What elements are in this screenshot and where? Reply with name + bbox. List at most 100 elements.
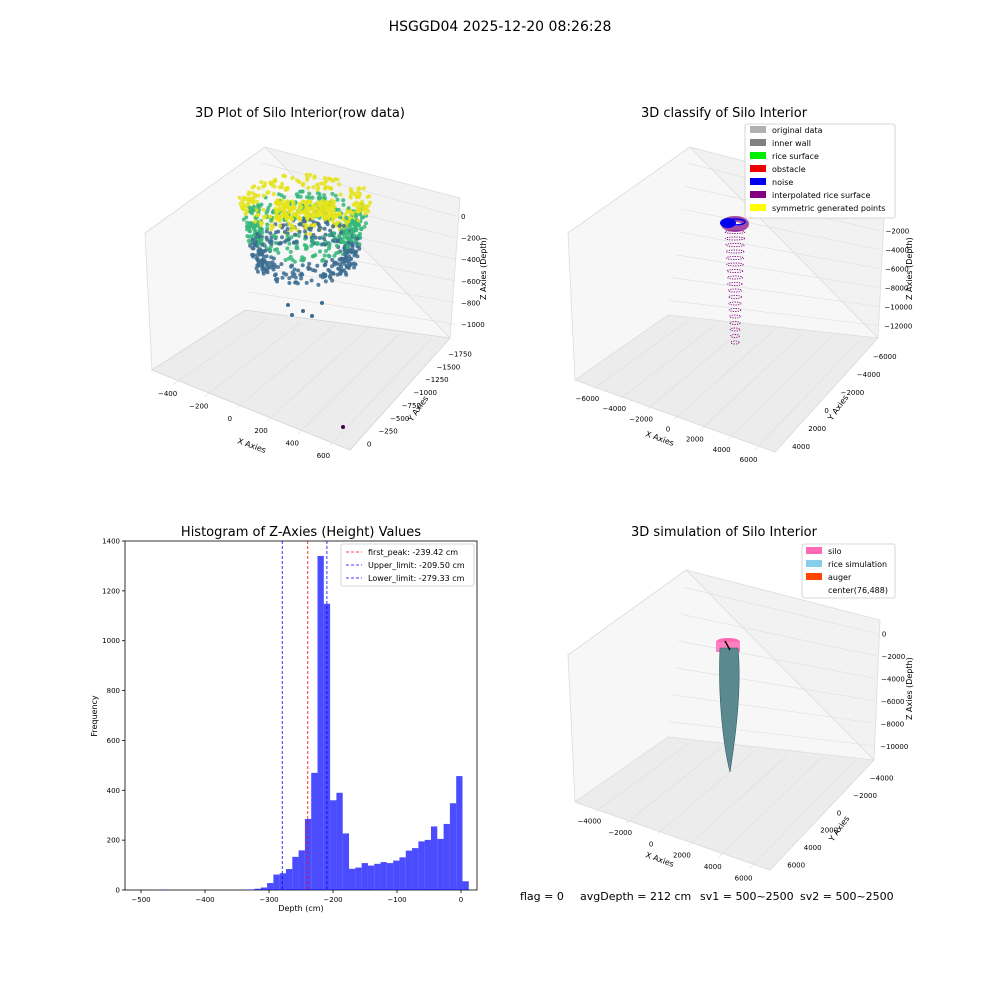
interpolated-rice-surface-band bbox=[725, 243, 745, 247]
z-tick-label: 0 bbox=[882, 630, 886, 638]
y-tick-label: −500 bbox=[390, 415, 409, 423]
data-point bbox=[318, 249, 322, 254]
panel2-title: 3D classify of Silo Interior bbox=[641, 106, 808, 121]
data-point bbox=[273, 206, 278, 211]
data-point bbox=[274, 235, 278, 240]
data-point bbox=[357, 246, 362, 251]
histogram-bar bbox=[437, 838, 444, 890]
data-point bbox=[327, 206, 332, 211]
data-point bbox=[346, 240, 351, 245]
y-tick-label: 2000 bbox=[808, 425, 826, 433]
data-point bbox=[352, 261, 356, 266]
z-tick-label: −8000 bbox=[881, 720, 905, 728]
noise-ring bbox=[724, 218, 746, 226]
x-tick-label: −4000 bbox=[602, 405, 626, 413]
data-point bbox=[268, 202, 273, 207]
data-point bbox=[350, 243, 354, 248]
data-point bbox=[292, 205, 297, 210]
data-point bbox=[354, 200, 359, 205]
x-tick-label: 0 bbox=[649, 840, 653, 848]
data-point bbox=[320, 301, 324, 305]
histogram-bar bbox=[304, 818, 312, 890]
histogram-bar bbox=[330, 800, 337, 890]
data-point bbox=[315, 241, 320, 245]
data-point bbox=[330, 257, 335, 262]
rice-simulation-body bbox=[719, 647, 740, 773]
data-point bbox=[261, 193, 266, 198]
data-point bbox=[330, 191, 335, 196]
gridline bbox=[593, 321, 687, 390]
histogram-bar bbox=[298, 850, 305, 890]
z-tick-label: −1000 bbox=[461, 321, 485, 329]
histogram-legend: first_peak: -239.42 cm Upper_limit: -209.… bbox=[340, 543, 475, 587]
histogram-bar bbox=[317, 555, 324, 890]
data-point bbox=[315, 187, 320, 192]
data-point bbox=[277, 185, 282, 190]
data-point bbox=[276, 250, 281, 255]
data-point bbox=[280, 275, 285, 280]
y-tick-label: 800 bbox=[107, 687, 120, 695]
data-point bbox=[279, 262, 284, 267]
interpolated-rice-surface-band bbox=[724, 236, 746, 241]
panel2-floor bbox=[574, 314, 879, 453]
data-point bbox=[299, 258, 304, 263]
data-point bbox=[297, 222, 302, 227]
data-point bbox=[338, 192, 343, 197]
histogram-bar bbox=[367, 865, 375, 890]
data-point bbox=[310, 195, 315, 200]
data-point bbox=[297, 180, 302, 185]
data-point bbox=[330, 278, 335, 283]
data-point bbox=[346, 235, 351, 240]
histogram-bar bbox=[342, 833, 350, 890]
legend-swatch bbox=[750, 165, 766, 172]
data-point bbox=[328, 269, 332, 274]
data-point bbox=[327, 233, 332, 238]
legend-label: silo bbox=[828, 547, 842, 556]
gridline bbox=[626, 747, 722, 824]
z-tick-label: −10000 bbox=[880, 743, 908, 751]
y-tick-label: −4000 bbox=[857, 371, 881, 379]
legend-label: first_peak: -239.42 cm bbox=[368, 548, 458, 557]
data-point bbox=[347, 215, 352, 220]
data-point bbox=[307, 191, 312, 196]
data-point bbox=[260, 242, 265, 247]
data-point bbox=[341, 202, 346, 207]
data-point bbox=[308, 172, 312, 177]
data-point bbox=[304, 172, 309, 177]
data-point bbox=[352, 265, 357, 270]
x-tick-label: 4000 bbox=[713, 446, 731, 454]
data-point bbox=[256, 193, 261, 198]
data-point bbox=[322, 236, 327, 241]
data-point bbox=[290, 176, 295, 181]
panel2-points bbox=[720, 216, 749, 345]
data-point bbox=[250, 237, 255, 242]
histogram-bar bbox=[418, 841, 425, 890]
status-sv1: sv1 = 500~2500 bbox=[700, 890, 794, 903]
data-point bbox=[285, 199, 290, 204]
data-point bbox=[305, 195, 310, 200]
panel4-title: 3D simulation of Silo Interior bbox=[631, 525, 818, 540]
interpolated-rice-surface-band bbox=[728, 295, 742, 299]
x-tick-label: −4000 bbox=[578, 818, 602, 826]
data-point bbox=[318, 204, 323, 209]
data-point bbox=[364, 221, 368, 226]
gridline bbox=[718, 758, 821, 858]
y-tick-label: 4000 bbox=[792, 443, 810, 451]
data-point bbox=[260, 230, 265, 235]
data-point bbox=[259, 180, 264, 185]
histogram-bar bbox=[399, 857, 406, 890]
histogram-bar bbox=[380, 862, 387, 890]
data-point bbox=[352, 233, 357, 238]
legend-label: rice simulation bbox=[828, 560, 887, 569]
data-point bbox=[275, 202, 280, 207]
data-point bbox=[368, 200, 373, 205]
histogram-bar bbox=[430, 826, 438, 890]
data-point bbox=[329, 203, 334, 208]
data-point bbox=[274, 230, 279, 235]
y-tick-label: 6000 bbox=[787, 861, 805, 869]
data-point bbox=[249, 221, 254, 226]
interpolated-rice-surface-band bbox=[730, 340, 740, 345]
data-point bbox=[251, 246, 256, 251]
data-point bbox=[295, 281, 300, 286]
data-point bbox=[367, 194, 372, 199]
